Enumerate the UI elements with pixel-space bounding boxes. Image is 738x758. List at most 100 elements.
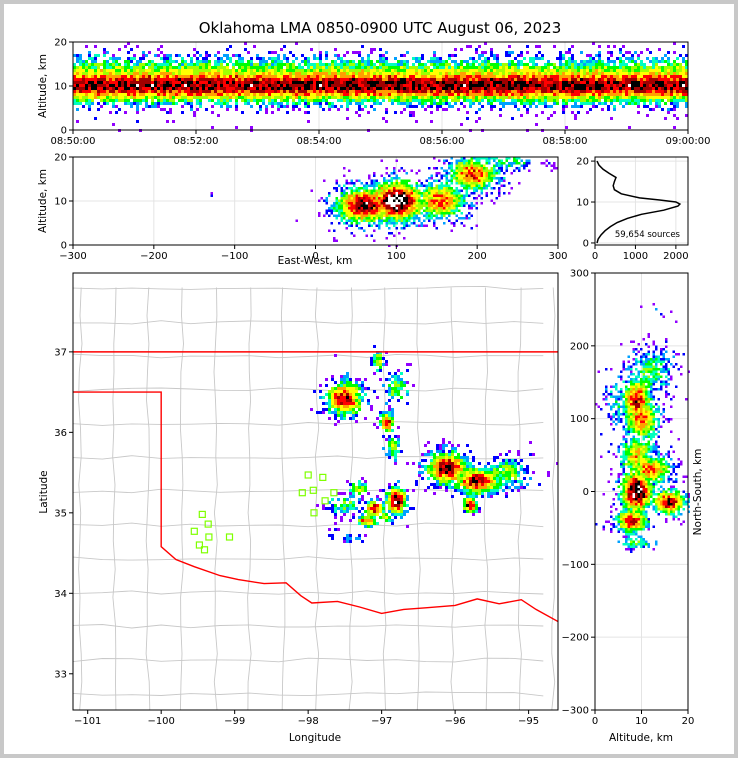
plan-view-cell bbox=[391, 417, 394, 420]
altitude-time-cell bbox=[115, 66, 118, 69]
altitude-time-cell bbox=[307, 69, 310, 72]
altitude-time-cell bbox=[223, 75, 226, 78]
altitude-time-cell bbox=[259, 78, 262, 81]
east-west-cell bbox=[410, 187, 413, 190]
east-west-cell bbox=[435, 209, 438, 212]
east-west-cell bbox=[510, 172, 513, 175]
altitude-time-cell bbox=[232, 93, 235, 96]
east-west-cell bbox=[390, 172, 393, 175]
altitude-time-cell bbox=[166, 66, 169, 69]
east-west-cell bbox=[345, 227, 348, 230]
altitude-time-cell bbox=[259, 81, 262, 84]
altitude-time-cell bbox=[391, 87, 394, 90]
plan-view-cell bbox=[376, 357, 379, 360]
altitude-time-cell bbox=[565, 81, 568, 84]
altitude-time-cell bbox=[361, 60, 364, 63]
plan-view-cell bbox=[385, 438, 388, 441]
altitude-time-cell bbox=[550, 72, 553, 75]
plan-view-cell bbox=[397, 441, 400, 444]
altitude-time-cell bbox=[394, 90, 397, 93]
altitude-time-cell bbox=[517, 90, 520, 93]
altitude-time-cell bbox=[532, 84, 535, 87]
altitude-time-cell bbox=[196, 93, 199, 96]
altitude-time-cell bbox=[325, 99, 328, 102]
altitude-time-cell bbox=[607, 108, 610, 111]
east-west-cell bbox=[445, 202, 448, 205]
altitude-time-cell bbox=[112, 54, 115, 57]
east-west-cell bbox=[405, 219, 408, 222]
altitude-time-cell bbox=[427, 99, 430, 102]
altitude-time-cell bbox=[181, 93, 184, 96]
east-west-cell bbox=[460, 179, 463, 182]
altitude-time-cell bbox=[79, 54, 82, 57]
altitude-time-cell bbox=[370, 81, 373, 84]
altitude-time-cell bbox=[622, 72, 625, 75]
east-west-cell bbox=[518, 157, 521, 160]
altitude-time-cell bbox=[190, 66, 193, 69]
east-west-cell bbox=[423, 224, 426, 227]
altitude-time-cell bbox=[670, 87, 673, 90]
plan-view-cell bbox=[325, 378, 328, 381]
east-west-cell bbox=[373, 182, 376, 185]
east-west-cell bbox=[478, 177, 481, 180]
altitude-time-cell bbox=[316, 99, 319, 102]
altitude-time-cell bbox=[124, 63, 127, 66]
altitude-time-cell bbox=[622, 60, 625, 63]
altitude-time-cell bbox=[244, 102, 247, 105]
altitude-time-cell bbox=[487, 78, 490, 81]
altitude-time-cell bbox=[478, 99, 481, 102]
altitude-time-cell bbox=[562, 84, 565, 87]
altitude-time-cell bbox=[334, 48, 337, 51]
altitude-time-cell bbox=[157, 78, 160, 81]
altitude-time-cell bbox=[466, 78, 469, 81]
altitude-time-cell bbox=[169, 84, 172, 87]
east-west-cell bbox=[373, 222, 376, 225]
altitude-time-cell bbox=[649, 78, 652, 81]
plan-view-cell bbox=[328, 405, 331, 408]
east-west-cell bbox=[478, 162, 481, 165]
altitude-time-cell bbox=[250, 105, 253, 108]
altitude-time-cell bbox=[91, 96, 94, 99]
altitude-time-cell bbox=[244, 96, 247, 99]
altitude-time-cell bbox=[88, 75, 91, 78]
east-west-cell bbox=[438, 212, 441, 215]
east-west-cell bbox=[353, 194, 356, 197]
east-west-cell bbox=[508, 157, 511, 160]
east-west-cell bbox=[445, 217, 448, 220]
altitude-time-cell bbox=[493, 105, 496, 108]
altitude-time-cell bbox=[676, 102, 679, 105]
altitude-time-cell bbox=[517, 66, 520, 69]
altitude-time-cell bbox=[253, 75, 256, 78]
altitude-time-cell bbox=[514, 87, 517, 90]
altitude-time-cell bbox=[652, 90, 655, 93]
altitude-time-cell bbox=[367, 69, 370, 72]
east-west-cell bbox=[470, 174, 473, 177]
altitude-time-cell bbox=[148, 69, 151, 72]
altitude-time-cell bbox=[652, 60, 655, 63]
altitude-time-cell bbox=[475, 81, 478, 84]
east-west-cell bbox=[478, 172, 481, 175]
altitude-time-cell bbox=[505, 75, 508, 78]
altitude-time-cell bbox=[343, 63, 346, 66]
altitude-time-cell bbox=[517, 96, 520, 99]
altitude-time-cell bbox=[241, 111, 244, 114]
altitude-time-cell bbox=[145, 54, 148, 57]
altitude-time-cell bbox=[100, 72, 103, 75]
altitude-time-cell bbox=[451, 60, 454, 63]
altitude-time-cell bbox=[127, 69, 130, 72]
altitude-time-cell bbox=[478, 108, 481, 111]
altitude-time-cell bbox=[160, 84, 163, 87]
altitude-time-cell bbox=[370, 78, 373, 81]
plan-view-cell bbox=[337, 393, 340, 396]
altitude-time-cell bbox=[415, 93, 418, 96]
altitude-time-cell bbox=[433, 51, 436, 54]
altitude-time-cell bbox=[514, 63, 517, 66]
altitude-time-cell bbox=[328, 69, 331, 72]
east-west-cell bbox=[455, 209, 458, 212]
altitude-time-cell bbox=[598, 75, 601, 78]
east-west-cell bbox=[468, 174, 471, 177]
altitude-time-cell bbox=[436, 93, 439, 96]
histogram-x-tick-label: 0 bbox=[592, 251, 598, 262]
altitude-time-cell bbox=[646, 99, 649, 102]
altitude-time-cell bbox=[112, 90, 115, 93]
